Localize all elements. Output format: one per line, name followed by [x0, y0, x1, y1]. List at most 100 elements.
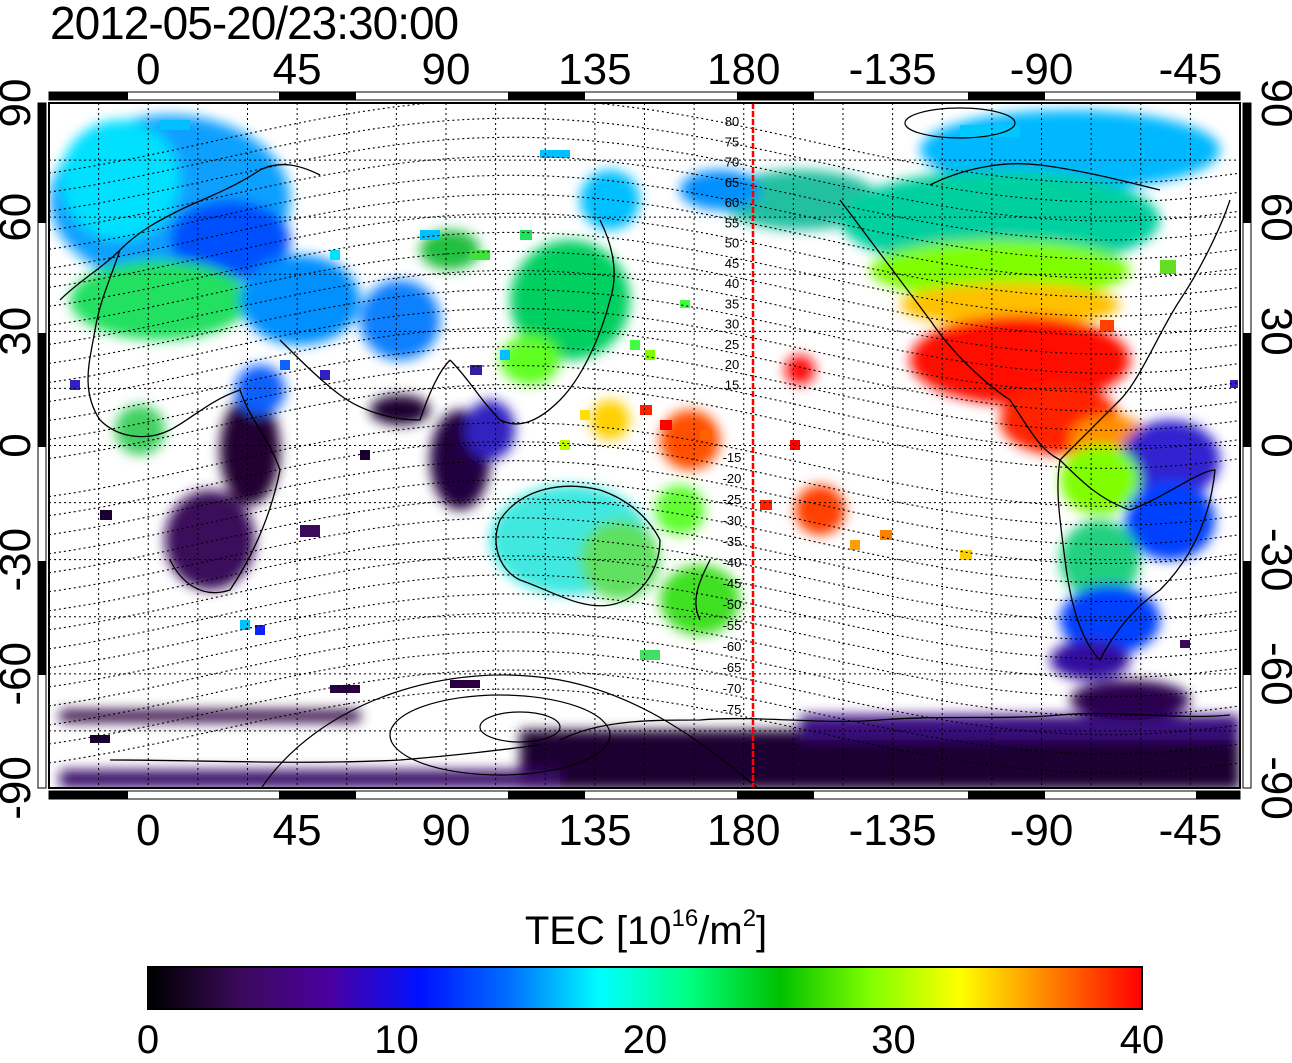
lat-tick-left: 0 — [0, 433, 40, 457]
lat-tick-right: -90 — [1252, 756, 1292, 820]
contour-label: 40 — [725, 276, 739, 291]
mag-lat-contour — [49, 555, 1240, 641]
lon-tick-top: 90 — [422, 45, 471, 94]
mag-lat-contour — [49, 250, 1240, 336]
mag-lat-contour — [49, 479, 1240, 565]
mag-lat-contour — [49, 193, 1240, 279]
colorbar-tick: 0 — [136, 1018, 160, 1062]
lon-tick-top: -135 — [849, 45, 937, 94]
contour-label: 30 — [725, 317, 739, 332]
tec-pixel-cells — [70, 120, 1238, 743]
lon-tick-bottom: 0 — [136, 806, 160, 855]
contour-label: -55 — [723, 618, 742, 633]
contour-label: 70 — [725, 155, 739, 170]
mag-lat-contour — [49, 288, 1240, 374]
tec-patches — [50, 110, 1240, 788]
contour-label: 25 — [725, 337, 739, 352]
contour-label: 20 — [725, 357, 739, 372]
contour-label: 35 — [725, 296, 739, 311]
frame-bars — [37, 91, 1252, 800]
lon-tick-top: 0 — [136, 45, 160, 94]
mag-lat-contour — [49, 174, 1240, 260]
contour-label: -25 — [723, 492, 742, 507]
lat-tick-right: -60 — [1252, 642, 1292, 706]
mag-lat-contour — [49, 593, 1240, 679]
contour-labels: 80 75 70 65 60 55 50 45 40 35 30 25 20 15 -15 -20 -25 -30… — [723, 114, 742, 717]
lon-tick-bottom: 135 — [558, 806, 631, 855]
contour-label: -60 — [723, 639, 742, 654]
mag-lat-contour — [49, 460, 1240, 545]
mag-lat-contour — [49, 422, 1240, 507]
mag-lat-contour — [49, 384, 1240, 469]
lat-tick-left: -90 — [0, 756, 40, 820]
mag-lat-contour — [49, 612, 1240, 698]
mag-lat-contour — [49, 517, 1240, 603]
contour-label: -65 — [723, 660, 742, 675]
colorbar-tick: 20 — [622, 1018, 668, 1062]
magnetic-latitude-contours — [49, 103, 1240, 774]
mag-lat-contour — [49, 307, 1240, 393]
contour-label: -50 — [723, 597, 742, 612]
lon-tick-bottom: -135 — [849, 806, 937, 855]
mag-lat-contour — [49, 498, 1240, 584]
contour-label: 75 — [725, 134, 739, 149]
lon-tick-top: -45 — [1159, 45, 1223, 94]
lat-tick-right: 60 — [1252, 193, 1292, 242]
lat-tick-left: 90 — [0, 79, 40, 128]
contour-label: -30 — [723, 513, 742, 528]
mag-lat-contour — [49, 669, 1240, 755]
lon-tick-bottom: 90 — [422, 806, 471, 855]
colorbar-title: TEC [1016/m2] — [524, 905, 768, 953]
mag-lat-contour — [49, 269, 1240, 355]
contour-label: 50 — [725, 236, 739, 251]
mag-lat-contour — [49, 365, 1240, 450]
contour-label: -45 — [723, 576, 742, 591]
mag-lat-contour — [49, 212, 1240, 298]
lat-tick-right: -30 — [1252, 528, 1292, 592]
contour-label: 80 — [725, 114, 739, 129]
mag-lat-contour — [49, 231, 1240, 317]
lat-tick-left: 30 — [0, 307, 40, 356]
colorbar — [147, 966, 1143, 1010]
contour-label: -20 — [723, 471, 742, 486]
lon-tick-bottom: 45 — [273, 806, 322, 855]
lon-tick-top: -90 — [1010, 45, 1074, 94]
tec-map: 0 45 90 135 180 -135 -90 -450 45 90 135 180 -135 -90-… — [0, 45, 1292, 855]
map-frame — [48, 102, 1241, 789]
lat-tick-left: 60 — [0, 193, 40, 242]
contour-label: -15 — [723, 450, 742, 465]
mag-lat-contour — [49, 136, 1240, 222]
mag-lat-contour — [49, 441, 1240, 526]
mag-lat-contour — [49, 536, 1240, 622]
mag-lat-contour — [49, 155, 1240, 241]
lat-tick-left: -30 — [0, 528, 40, 592]
contour-label: 65 — [725, 175, 739, 190]
lon-tick-top: 45 — [273, 45, 322, 94]
axis-tick-labels: 0 45 90 135 180 -135 -90 -450 45 90 135 180 -135 -90-… — [0, 45, 1292, 855]
mag-lat-contour — [49, 688, 1240, 774]
map-content — [49, 103, 1240, 788]
lon-tick-bottom: 180 — [707, 806, 780, 855]
colorbar-tick: 10 — [374, 1018, 419, 1062]
contour-label: 45 — [725, 256, 739, 271]
colorbar-tick: 30 — [871, 1018, 916, 1062]
colorbar-tick: 40 — [1119, 1018, 1165, 1062]
contour-label: -75 — [723, 702, 742, 717]
lon-tick-bottom: -90 — [1010, 806, 1074, 855]
mag-lat-contour — [49, 117, 1240, 203]
contour-label: -70 — [723, 681, 742, 696]
contour-label: 55 — [725, 215, 739, 230]
magnetic-pole-contours — [260, 107, 1016, 788]
lon-tick-top: 135 — [558, 45, 631, 94]
timestamp-title: 2012-05-20/23:30:00 — [50, 0, 459, 49]
mag-lat-contour — [49, 574, 1240, 660]
lat-tick-right: 30 — [1252, 307, 1292, 356]
lat-tick-right: 0 — [1252, 433, 1292, 457]
mag-lat-contour — [49, 346, 1240, 431]
mag-lat-contour — [49, 650, 1240, 736]
mag-lat-contour — [49, 631, 1240, 717]
contour-label: -40 — [723, 555, 742, 570]
lon-tick-bottom: -45 — [1159, 806, 1223, 855]
lat-tick-left: -60 — [0, 642, 40, 706]
coastlines — [59, 163, 1231, 763]
